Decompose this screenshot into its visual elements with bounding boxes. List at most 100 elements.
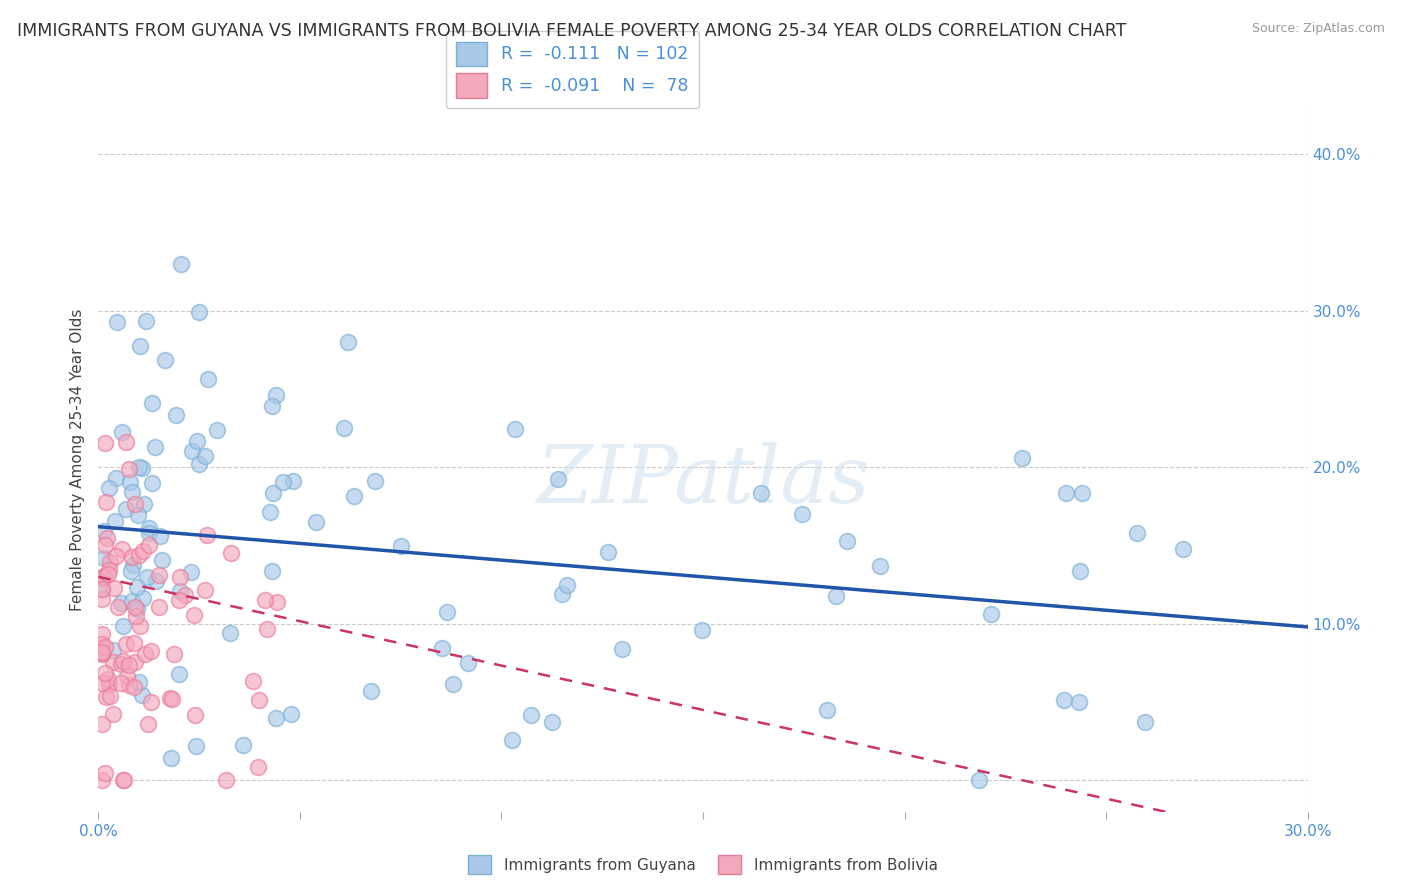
Point (266, 595, 288, 609)
Point (112, 773, 135, 788)
Point (162, 692, 184, 706)
Point (430, 641, 453, 656)
Point (219, 546, 242, 560)
Point (138, 538, 160, 552)
Point (91, 645, 114, 659)
Point (364, 475, 387, 489)
Point (104, 549, 127, 563)
Point (131, 461, 153, 475)
Point (436, 605, 458, 619)
Point (262, 486, 284, 500)
Text: ZIPatlas: ZIPatlas (536, 442, 870, 519)
Point (148, 567, 170, 582)
Point (159, 690, 181, 705)
Point (520, 707, 543, 722)
Point (91, 647, 114, 661)
Point (160, 750, 183, 764)
Point (124, 599, 146, 614)
Point (150, 553, 173, 567)
Point (551, 587, 574, 601)
Point (97, 566, 120, 581)
Point (91, 582, 114, 597)
Point (169, 570, 191, 584)
Point (262, 564, 284, 578)
Point (93, 569, 115, 583)
Point (254, 593, 277, 607)
Point (1126, 525, 1149, 540)
Point (194, 582, 217, 597)
Point (169, 584, 191, 599)
Point (280, 707, 302, 722)
Point (124, 655, 146, 669)
Point (91, 717, 114, 731)
Point (104, 470, 127, 484)
Point (121, 594, 143, 608)
Point (141, 475, 163, 490)
Point (104, 514, 127, 528)
Point (111, 425, 134, 440)
Point (815, 703, 838, 717)
Point (242, 673, 264, 688)
Point (555, 578, 578, 592)
Point (197, 372, 219, 386)
Point (148, 600, 170, 615)
Point (264, 388, 287, 402)
Point (138, 525, 160, 540)
Point (1069, 695, 1091, 709)
Point (205, 423, 228, 437)
Point (153, 353, 176, 368)
Point (281, 475, 304, 489)
Point (94, 436, 117, 450)
Point (115, 637, 138, 651)
Point (103, 581, 125, 595)
Point (127, 602, 149, 616)
Point (101, 643, 124, 657)
Point (96, 495, 118, 509)
Point (188, 305, 211, 319)
Point (869, 559, 891, 574)
Point (117, 657, 139, 672)
Point (118, 678, 141, 692)
Point (835, 533, 858, 548)
Point (186, 739, 208, 753)
Legend: Immigrants from Guyana, Immigrants from Bolivia: Immigrants from Guyana, Immigrants from … (463, 849, 943, 880)
Point (134, 314, 156, 328)
Point (195, 527, 218, 541)
Point (540, 714, 562, 729)
Point (271, 475, 294, 489)
Point (107, 315, 129, 329)
Point (115, 669, 138, 683)
Point (1053, 693, 1076, 707)
Point (128, 548, 150, 562)
Point (969, 773, 991, 788)
Point (122, 680, 145, 694)
Point (139, 644, 162, 658)
Point (145, 574, 167, 588)
Point (110, 676, 132, 690)
Point (598, 545, 620, 559)
Point (170, 257, 193, 271)
Point (98, 555, 121, 569)
Point (188, 457, 211, 471)
Point (180, 444, 202, 458)
Point (256, 622, 278, 636)
Point (107, 600, 129, 615)
Point (118, 475, 141, 490)
Point (97, 481, 120, 495)
Point (165, 409, 187, 423)
Point (111, 541, 134, 556)
Point (980, 607, 1002, 621)
Point (93, 571, 115, 585)
Point (360, 684, 382, 698)
Point (824, 589, 846, 603)
Point (1135, 714, 1157, 729)
Point (138, 717, 160, 731)
Text: IMMIGRANTS FROM GUYANA VS IMMIGRANTS FROM BOLIVIA FEMALE POVERTY AMONG 25-34 YEA: IMMIGRANTS FROM GUYANA VS IMMIGRANTS FRO… (17, 22, 1126, 40)
Point (125, 608, 148, 623)
Point (94, 690, 117, 704)
Point (163, 647, 186, 661)
Point (264, 710, 287, 724)
Point (132, 543, 155, 558)
Point (91, 773, 114, 788)
Point (110, 657, 132, 671)
